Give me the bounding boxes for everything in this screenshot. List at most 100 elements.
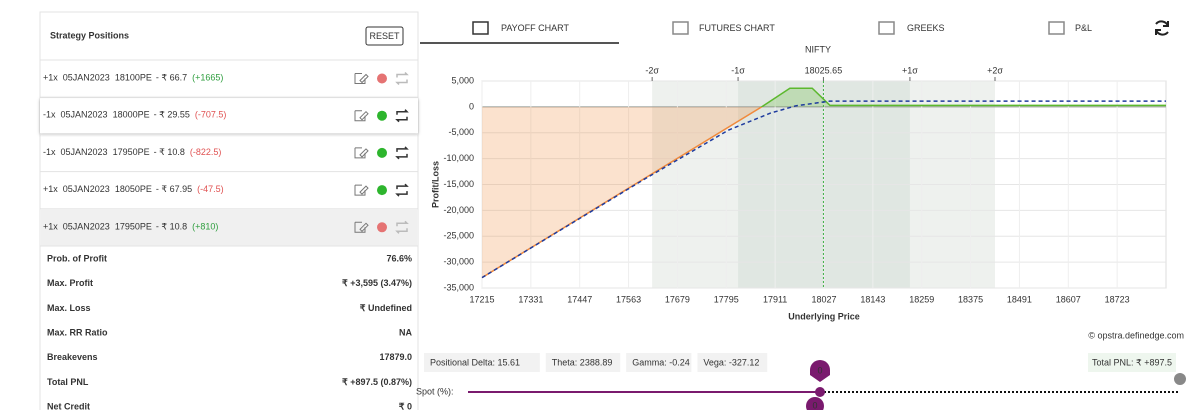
y-tick-label: -25,000: [443, 231, 474, 241]
status-dot[interactable]: [377, 73, 387, 84]
profit-area: [482, 88, 1166, 107]
stat-label: Breakevens: [47, 352, 98, 362]
edit-icon[interactable]: [354, 221, 369, 233]
stat-label: Max. RR Ratio: [47, 327, 108, 337]
status-dot[interactable]: [377, 222, 387, 233]
tab-icon[interactable]: [1048, 21, 1065, 35]
tab-icon[interactable]: [472, 21, 489, 35]
position-price: - ₹ 10.8: [156, 222, 187, 232]
x-tick-label: 17331: [518, 294, 543, 304]
metric: Gamma: -0.24: [632, 357, 690, 367]
row-bg: [41, 208, 417, 246]
x-tick-label: 18723: [1105, 294, 1130, 304]
position-text: -1x 05JAN2023 18000PE - ₹ 29.55 (-707.5): [43, 110, 226, 120]
y-tick-label: -30,000: [443, 257, 474, 267]
reset-label[interactable]: RESET: [369, 31, 400, 41]
y-tick-label: -10,000: [443, 153, 474, 163]
payoff-loss-line: [482, 107, 763, 279]
edit-icon[interactable]: [354, 73, 369, 84]
y-tick-label: -20,000: [443, 205, 474, 215]
position-strike: 18100PE: [115, 73, 152, 83]
position-strike: 18000PE: [113, 110, 150, 120]
stat-label: Max. Loss: [47, 303, 91, 313]
stat-value: 17879.0: [379, 352, 412, 362]
position-expiry: 05JAN2023: [63, 73, 110, 83]
toggle-icon[interactable]: [395, 220, 409, 234]
y-tick-label: -35,000: [443, 282, 474, 292]
top-tick-label: +2σ: [987, 65, 1003, 75]
position-expiry: 05JAN2023: [63, 184, 110, 194]
y-tick-label: -5,000: [448, 127, 474, 137]
status-dot[interactable]: [377, 185, 387, 196]
tab-label[interactable]: P&L: [1075, 23, 1092, 33]
position-pnl: (+810): [192, 222, 218, 232]
position-qty: -1x: [43, 110, 56, 120]
stat-label: Prob. of Profit: [47, 253, 107, 263]
top-tick-label: 18025.65: [805, 65, 843, 75]
slider-label: Spot (%):: [416, 386, 454, 396]
position-qty: -1x: [43, 147, 56, 157]
position-text: +1x 05JAN2023 18050PE - ₹ 67.95 (-47.5): [43, 184, 224, 194]
position-text: +1x 05JAN2023 17950PE - ₹ 10.8 (+810): [43, 222, 218, 232]
position-strike: 17950PE: [113, 147, 150, 157]
tab-icon[interactable]: [672, 21, 689, 35]
position-price: - ₹ 66.7: [156, 73, 187, 83]
position-strike: 18050PE: [115, 184, 152, 194]
position-text: -1x 05JAN2023 17950PE - ₹ 10.8 (-822.5): [43, 147, 221, 157]
refresh-icon[interactable]: [1155, 20, 1169, 36]
position-price: - ₹ 10.8: [154, 147, 185, 157]
position-strike: 17950PE: [115, 222, 152, 232]
metric-chip: [697, 353, 768, 372]
position-qty: +1x: [43, 73, 58, 83]
edit-icon[interactable]: [354, 184, 369, 196]
status-dot[interactable]: [377, 110, 387, 121]
edit-icon[interactable]: [354, 147, 369, 159]
slider-value-bottom: 0: [812, 400, 817, 410]
position-expiry: 05JAN2023: [61, 110, 108, 120]
slider-thumb[interactable]: [815, 387, 825, 397]
total-pnl-chip: [1088, 353, 1176, 372]
metric-chip: [626, 353, 692, 372]
status-dot[interactable]: [377, 147, 387, 158]
tab-label[interactable]: GREEKS: [907, 23, 945, 33]
slider-badge: [810, 360, 830, 382]
tab-label[interactable]: FUTURES CHART: [699, 23, 775, 33]
x-tick-label: 17795: [714, 294, 739, 304]
x-tick-label: 18143: [860, 294, 885, 304]
x-tick-label: 18259: [909, 294, 934, 304]
position-pnl: (-822.5): [190, 147, 222, 157]
toggle-icon[interactable]: [395, 146, 409, 160]
x-tick-label: 17911: [763, 294, 787, 304]
toggle-icon[interactable]: [395, 71, 409, 86]
x-tick-label: 17215: [469, 294, 494, 304]
slider-badge-bottom: [806, 397, 824, 410]
metric: Vega: -327.12: [703, 357, 759, 367]
chart-title: NIFTY: [805, 44, 831, 54]
stat-label: Max. Profit: [47, 278, 93, 288]
toggle-icon[interactable]: [395, 183, 409, 197]
x-axis-label: Underlying Price: [788, 311, 860, 321]
top-tick-label: -1σ: [731, 65, 745, 75]
stat-label: Net Credit: [47, 402, 90, 410]
top-tick-label: -2σ: [645, 65, 659, 75]
metric: Theta: 2388.89: [552, 357, 613, 367]
stat-label: Total PNL: [47, 377, 89, 387]
reset-button[interactable]: [365, 26, 404, 46]
metric: Positional Delta: 15.61: [430, 357, 520, 367]
help-icon[interactable]: [1174, 373, 1186, 385]
stat-value: ₹ Undefined: [360, 303, 412, 313]
stat-value: NA: [399, 327, 412, 337]
tab-icon[interactable]: [878, 21, 895, 35]
position-expiry: 05JAN2023: [63, 222, 110, 232]
toggle-icon[interactable]: [395, 109, 409, 123]
y-tick-label: -15,000: [443, 179, 474, 189]
edit-icon[interactable]: [354, 110, 369, 122]
credit: © opstra.definedge.com: [1088, 330, 1184, 340]
tab-label[interactable]: PAYOFF CHART: [501, 23, 570, 33]
y-tick-label: 0: [469, 101, 474, 111]
position-pnl: (+1665): [192, 73, 223, 83]
stat-value: ₹ 0: [399, 402, 412, 410]
position-pnl: (-707.5): [195, 110, 227, 120]
x-tick-label: 18375: [958, 294, 983, 304]
